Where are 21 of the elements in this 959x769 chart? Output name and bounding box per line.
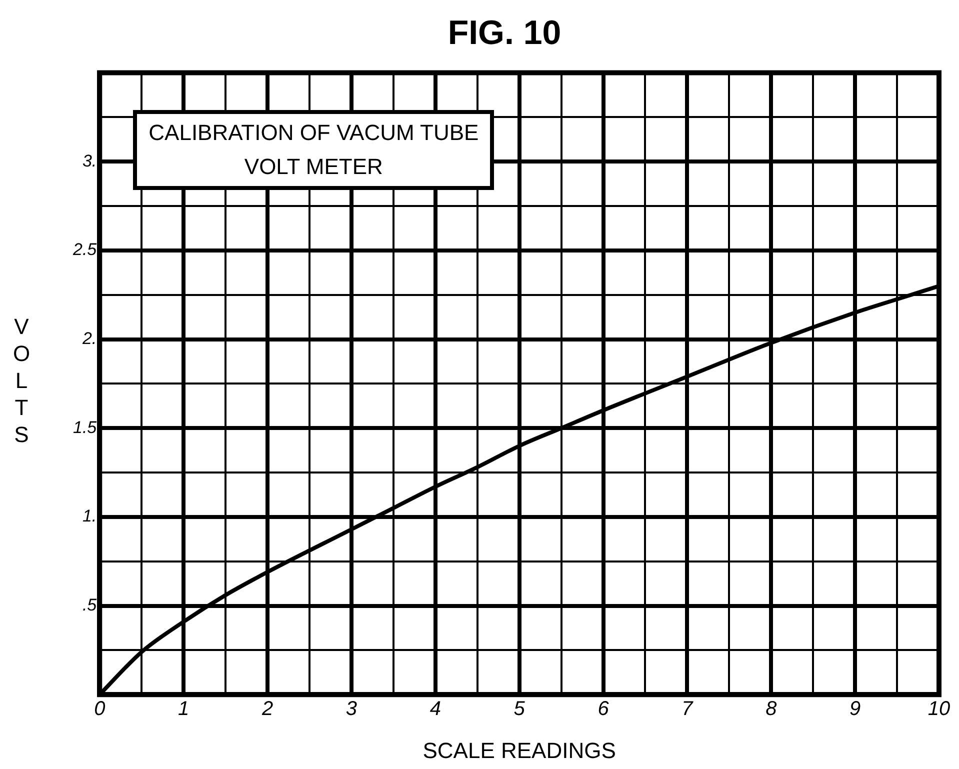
annotation: CALIBRATION OF VACUM TUBE VOLT METER [133, 110, 494, 190]
x-tick-label: 2 [260, 698, 274, 720]
y-axis-title: VOLTS [8, 314, 34, 449]
y-tick-label: 2.5 [72, 240, 98, 260]
y-tick-label: 3. [82, 151, 97, 170]
x-tick-label: 5 [514, 698, 526, 720]
x-tick-label: 10 [928, 698, 950, 720]
x-tick-label: 4 [430, 698, 441, 720]
x-tick-label: 1 [178, 698, 190, 720]
x-tick-label: 8 [766, 698, 777, 720]
x-tick-label: 3 [346, 698, 358, 720]
x-tick-label: 6 [598, 698, 610, 720]
y-tick-label: 1. [82, 506, 97, 526]
y-tick-label: .5 [82, 596, 98, 615]
chart-title: FIG. 10 [448, 14, 562, 52]
y-tick-label: 1.5 [72, 418, 98, 437]
x-tick-label: 7 [682, 698, 694, 720]
x-tick-label: 0 [94, 698, 106, 720]
x-axis-title: SCALE READINGS [422, 738, 616, 763]
x-tick-label: 9 [850, 698, 861, 720]
y-tick-label: 2. [81, 329, 97, 348]
